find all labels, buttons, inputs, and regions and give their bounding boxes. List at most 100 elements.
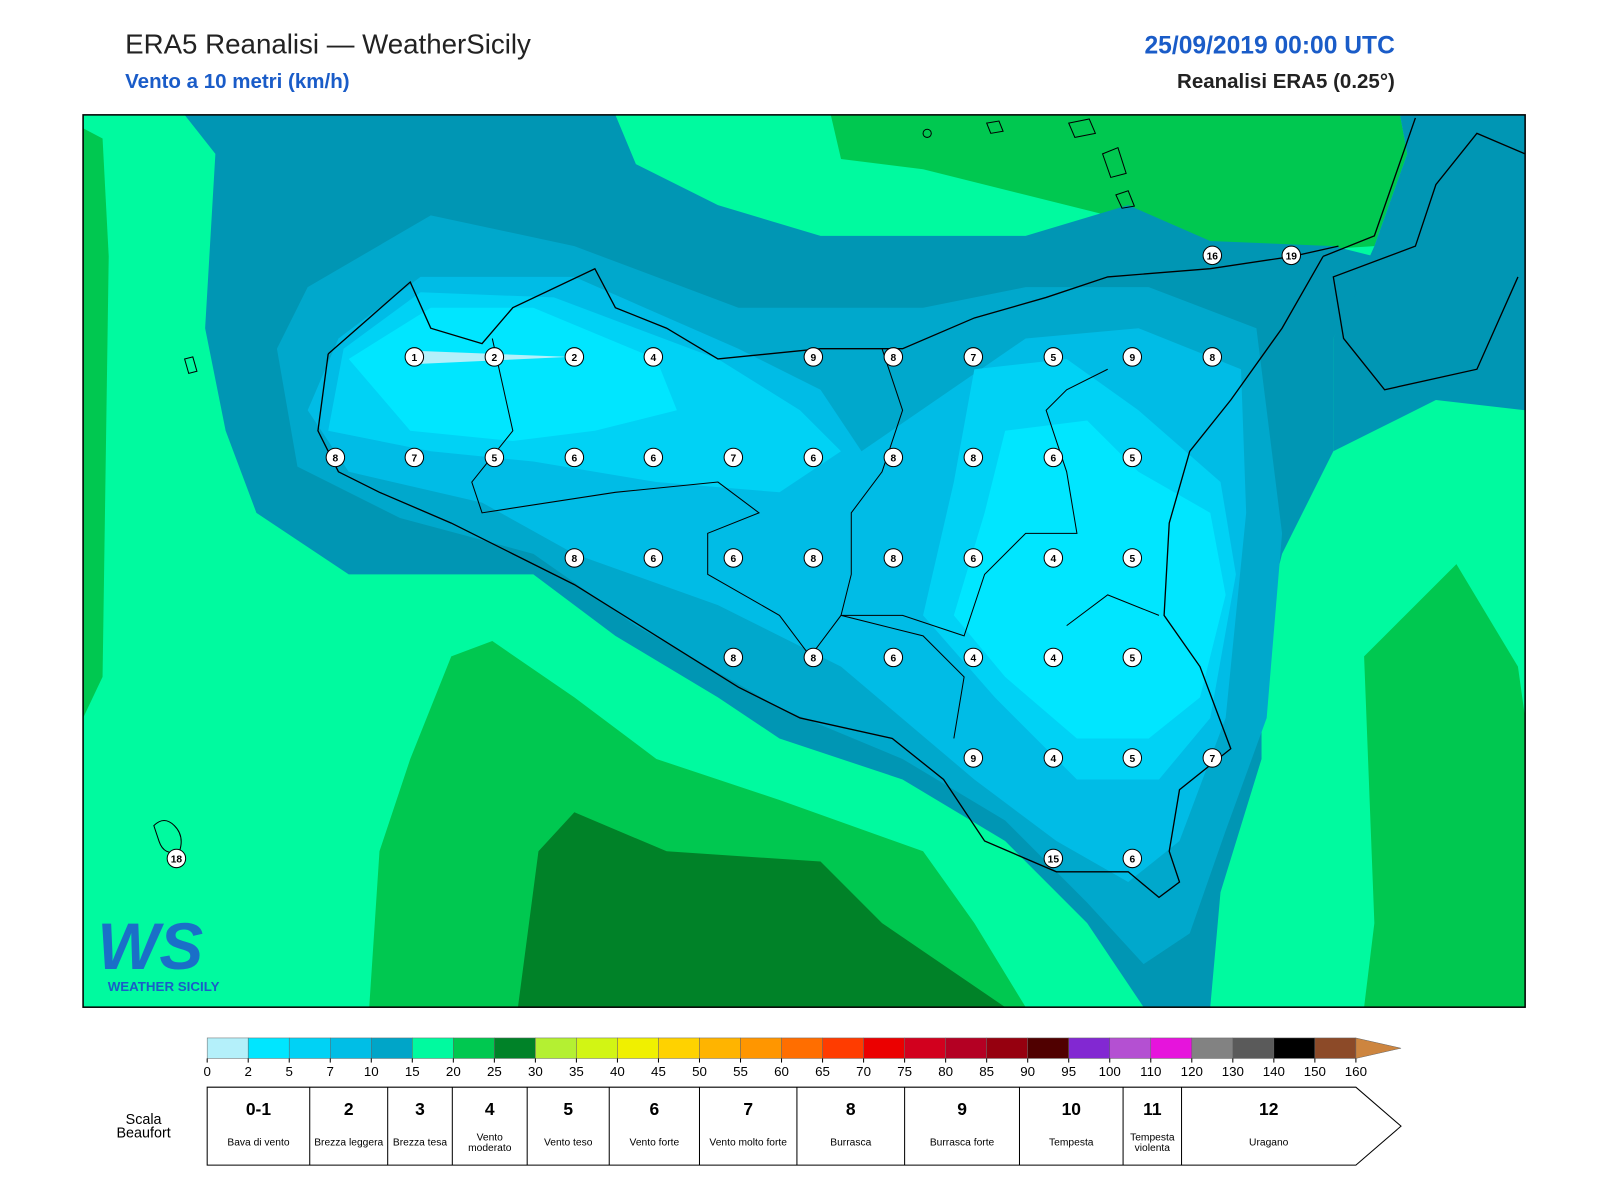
station-value: 15 xyxy=(1048,855,1060,866)
station-value: 4 xyxy=(1050,554,1056,565)
title: ERA5 Reanalisi — WeatherSicily xyxy=(125,28,531,59)
colorbar-tick-label: 150 xyxy=(1304,1064,1326,1079)
colorbar-segment xyxy=(781,1037,823,1059)
station-value: 16 xyxy=(1207,251,1219,262)
beaufort-label: Vento moderato xyxy=(468,1133,511,1154)
field xyxy=(83,128,109,718)
station-marker xyxy=(1043,748,1064,768)
colorbar-tick-label: 10 xyxy=(364,1064,379,1079)
station-value: 9 xyxy=(1129,353,1135,364)
colorbar: 0 2 5 7 10 15 20 25 30 35 40 45 50 55 60 65 70 75 80 85 90 95… xyxy=(203,1037,1402,1079)
colorbar-tick-label: 35 xyxy=(569,1064,584,1079)
colorbar-segment xyxy=(494,1037,536,1059)
station-value: 8 xyxy=(890,554,896,565)
station-value: 6 xyxy=(1050,454,1056,465)
station-marker xyxy=(723,548,744,568)
colorbar-segment xyxy=(1273,1037,1316,1059)
station-marker xyxy=(564,447,585,468)
beaufort-label-text: Burrasca forte xyxy=(929,1137,995,1149)
station-value: 2 xyxy=(492,353,498,364)
colorbar-tick-label: 7 xyxy=(327,1064,334,1079)
subtitle: Vento a 10 metri (km/h) xyxy=(125,70,349,93)
colorbar-segment xyxy=(863,1037,905,1059)
colorbar-segment xyxy=(1150,1037,1193,1059)
beaufort-force: 3 xyxy=(415,1099,425,1119)
beaufort-label-text: Brezza tesa xyxy=(392,1137,448,1149)
station-value: 18 xyxy=(171,855,183,866)
station-value: 7 xyxy=(412,454,418,465)
colorbar-segment xyxy=(822,1037,864,1059)
beaufort-label-text: Uragano xyxy=(1249,1137,1289,1149)
colorbar-tick-label: 40 xyxy=(610,1064,625,1079)
colorbar-segment xyxy=(740,1037,782,1059)
field xyxy=(517,812,1006,1008)
station-marker xyxy=(803,447,824,468)
beaufort-label-text: Vento teso xyxy=(543,1137,593,1149)
colorbar-tick-label: 100 xyxy=(1099,1064,1121,1079)
station-value: 9 xyxy=(970,754,976,765)
station-value: 8 xyxy=(1209,353,1215,364)
beaufort-label-text: Vento molto forte xyxy=(709,1137,787,1149)
beaufort-label: Brezza tesa xyxy=(392,1137,448,1149)
beaufort-scale: Scala Beaufort 0-1 Bava di vento 2 Brezza le… xyxy=(116,1086,1402,1166)
station-marker xyxy=(643,447,664,468)
beaufort-label: Burrasca forte xyxy=(929,1137,995,1149)
colorbar-tick-label: 80 xyxy=(938,1064,953,1079)
colorbar-segment xyxy=(453,1037,495,1059)
stations: 16 19 1 2 2 4 9 8 7 5 9 8 8 7 5 6 6 7 6 8 8 6 5 8 6 6 8 8 6 4 5 8 8 6 4 4 5 9… xyxy=(166,245,1302,869)
islands xyxy=(153,118,1136,854)
station-marker xyxy=(803,548,824,568)
station-marker xyxy=(803,647,824,668)
station-value: 6 xyxy=(572,454,578,465)
station-value: 6 xyxy=(970,554,976,565)
logo: WS WEATHER SICILY xyxy=(97,910,219,994)
station-value: 6 xyxy=(890,654,896,665)
colorbar-segment xyxy=(945,1037,987,1059)
beaufort-force: 9 xyxy=(957,1099,967,1119)
field xyxy=(953,420,1226,739)
coastline xyxy=(317,256,1324,899)
station-value: 7 xyxy=(1209,754,1215,765)
colorbar-segment xyxy=(288,1037,331,1059)
logo-letters: WS xyxy=(97,910,203,983)
station-marker xyxy=(1122,548,1143,568)
beaufort-force: 11 xyxy=(1143,1099,1162,1119)
coastline xyxy=(327,245,1339,360)
colorbar-tick-label: 15 xyxy=(405,1064,420,1079)
station-value: 7 xyxy=(970,353,976,364)
beaufort-title: Scala Beaufort xyxy=(116,1110,171,1141)
beaufort-label: Bava di vento xyxy=(227,1138,289,1148)
station-marker xyxy=(484,347,505,367)
station-marker xyxy=(883,647,904,668)
colorbar-tick-label: 95 xyxy=(1061,1064,1076,1079)
province-border xyxy=(1066,594,1160,627)
station-marker xyxy=(1202,347,1223,367)
station-value: 4 xyxy=(970,654,976,665)
station-value: 19 xyxy=(1286,251,1298,262)
beaufort-force: 4 xyxy=(485,1099,495,1119)
colorbar-segment xyxy=(535,1037,577,1059)
beaufort-label: Vento molto forte xyxy=(709,1137,787,1149)
colorbar-tick-label: 140 xyxy=(1263,1064,1285,1079)
colorbar-segment xyxy=(904,1037,946,1059)
station-value: 8 xyxy=(890,353,896,364)
coastline xyxy=(1332,132,1526,391)
colorbar-tick-label: 65 xyxy=(815,1064,830,1079)
station-marker xyxy=(1122,748,1143,768)
colorbar-tick-label: 50 xyxy=(692,1064,707,1079)
beaufort-label-text: Tempesta violenta xyxy=(1130,1132,1175,1154)
station-marker xyxy=(803,347,824,367)
colorbar-tick-label: 2 xyxy=(244,1064,251,1079)
beaufort-title-text: Scala Beaufort xyxy=(116,1110,171,1141)
colorbar-tick-label: 20 xyxy=(446,1064,461,1079)
station-value: 5 xyxy=(1050,353,1056,364)
station-value: 5 xyxy=(1129,754,1135,765)
datetime: 25/09/2019 00:00 UTC xyxy=(1144,32,1395,59)
station-value: 1 xyxy=(412,353,418,364)
station-value: 8 xyxy=(970,454,976,465)
station-value: 4 xyxy=(1050,654,1056,665)
station-value: 4 xyxy=(1050,754,1056,765)
station-marker xyxy=(963,548,984,568)
beaufort-label: Uragano xyxy=(1249,1137,1289,1149)
